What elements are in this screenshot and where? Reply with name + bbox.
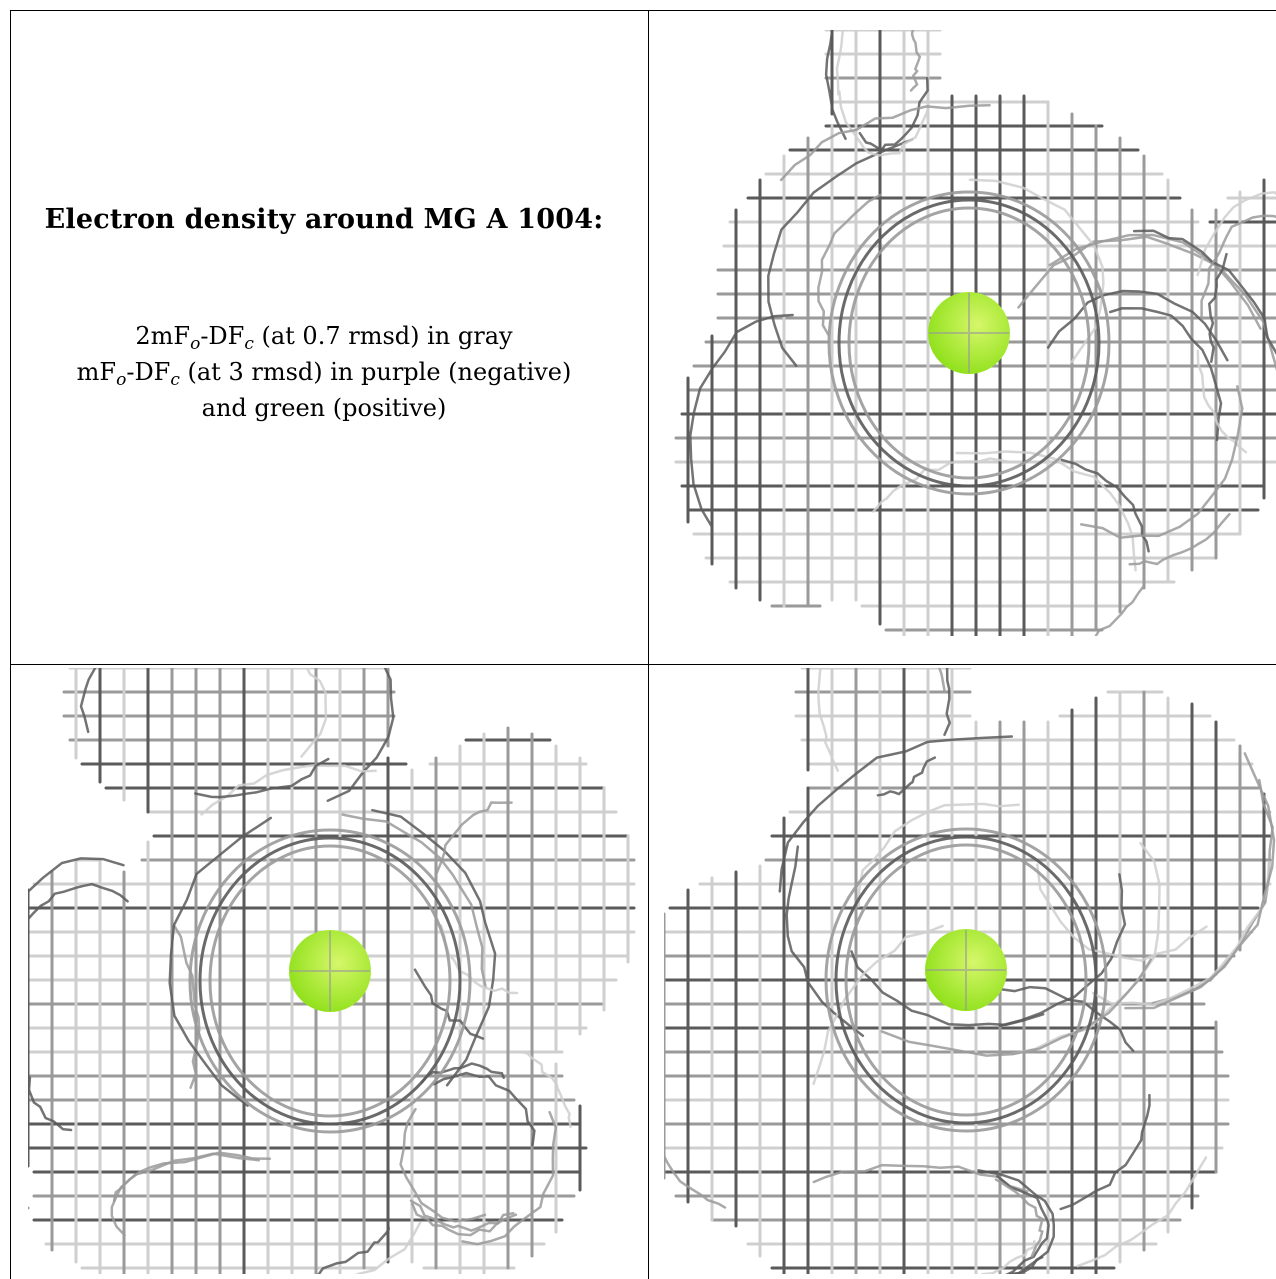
caption-cell: Electron density around MG A 1004: 2mFo-… [0,0,648,664]
mesh-svg [28,668,636,1274]
mesh-over-sphere [926,930,1006,1010]
density-mesh [664,668,1276,1274]
caption-title: Electron density around MG A 1004: [44,204,604,235]
density-view-bottom-right [664,668,1276,1274]
table-border-middle [648,10,649,1279]
table-border-top [10,10,1276,11]
table-border-left [10,10,11,1279]
density-view-top-right [664,30,1276,636]
density-view-bottom-left [28,668,640,1274]
caption-lines: 2mFo-DFc (at 0.7 rmsd) in gray mFo-DFc (… [0,318,648,426]
mesh-over-sphere [929,293,1009,373]
mesh-over-sphere [290,931,370,1011]
density-mesh [28,668,636,1274]
caption-line-2mfo: 2mFo-DFc (at 0.7 rmsd) in gray [135,322,513,354]
table-border-row [10,664,1276,665]
mesh-svg [664,668,1276,1274]
caption-line-colors: and green (positive) [201,394,447,422]
mesh-svg [674,30,1276,636]
caption-line-mfo: mFo-DFc (at 3 rmsd) in purple (negative) [76,358,572,390]
density-mesh [674,30,1276,636]
